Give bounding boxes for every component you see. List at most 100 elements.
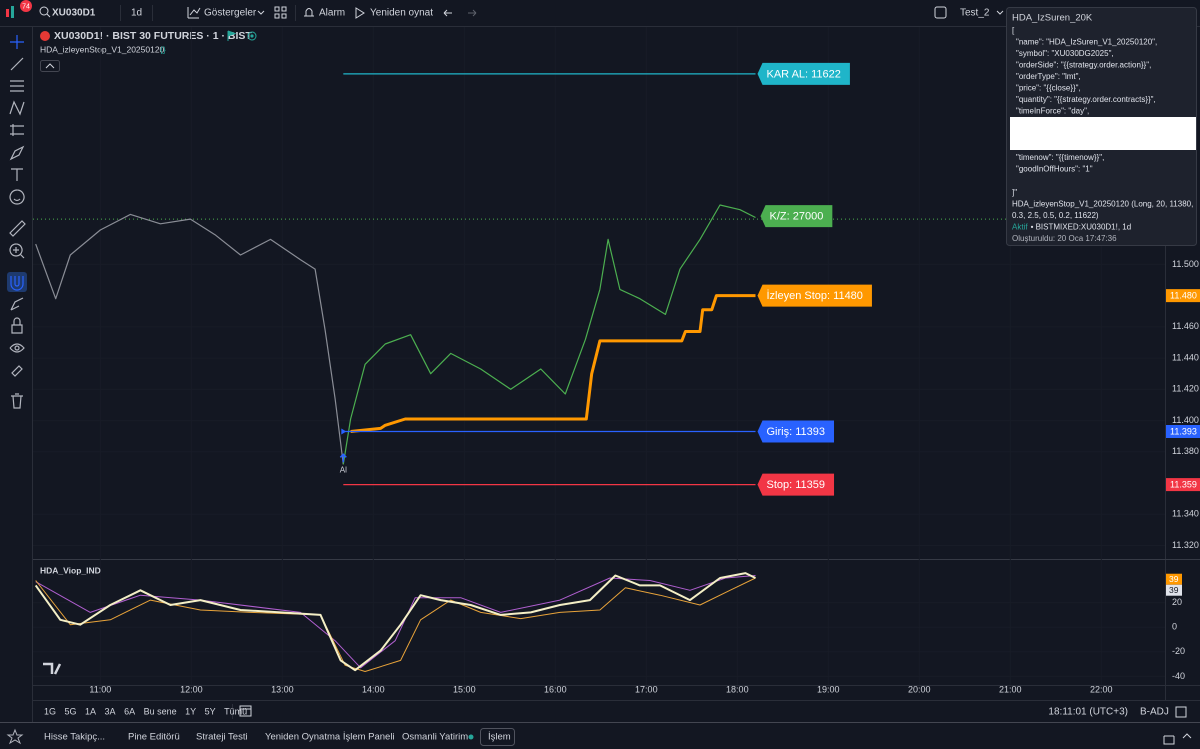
bottom-tab[interactable]: Strateji Testi — [196, 732, 248, 743]
layout-button[interactable]: Test_2 — [960, 8, 990, 19]
oscillator-badge — [1166, 584, 1182, 596]
symbol-search[interactable]: XU030D1 — [52, 8, 96, 19]
level-label-text: Stop: 11359 — [767, 479, 826, 491]
range-button[interactable]: 1Y — [185, 706, 196, 716]
active-tab-bg — [480, 728, 515, 746]
maximize-panel[interactable] — [1163, 735, 1175, 745]
alert-title: HDA_IzSuren_20K — [1012, 13, 1093, 24]
pnl-label-text: K/Z: 27000 — [770, 211, 824, 223]
notification-count: 74 — [22, 3, 30, 10]
range-button[interactable]: 5Y — [205, 706, 216, 716]
favorites-icon[interactable] — [6, 728, 24, 745]
tool-button[interactable] — [10, 297, 24, 311]
range-button[interactable]: Bu sene — [144, 706, 177, 716]
range-button[interactable]: 3A — [105, 706, 116, 716]
tool-button[interactable] — [10, 80, 24, 92]
oscillator-badge-label: 39 — [1169, 574, 1179, 584]
level-label-box — [757, 420, 835, 443]
tool-button[interactable] — [10, 35, 24, 49]
tool-button[interactable] — [9, 100, 25, 116]
settings-button[interactable] — [1175, 706, 1187, 718]
x-tick-label: 11:00 — [89, 684, 111, 694]
range-button[interactable]: 6A — [124, 706, 135, 716]
oscillator-line — [35, 575, 756, 669]
range-bar: 18:11:01 (UTC+3) B-ADJ 1G 5G 1A 3A 6A Bu sene… — [44, 704, 1187, 719]
layout-caret[interactable] — [996, 10, 1004, 15]
tool-icon — [9, 100, 25, 116]
range-button[interactable]: 5G — [65, 706, 77, 716]
market-status-icon — [227, 30, 237, 41]
tool-icon — [10, 276, 24, 291]
bottom-tab[interactable]: Osmanli Yatirim — [402, 732, 468, 743]
oscillator-badge — [1166, 573, 1182, 585]
tool-icon — [9, 145, 25, 161]
tool-icon — [9, 220, 26, 237]
level-label: İzleyen Stop: 11480 — [757, 284, 872, 307]
range-button[interactable]: 1A — [85, 706, 96, 716]
json-line: "orderSide": "{{strategy.order.action}}"… — [1016, 61, 1151, 70]
price-badge-label: 11.393 — [1170, 426, 1197, 436]
tool-button[interactable] — [11, 365, 23, 377]
redo-button[interactable] — [468, 9, 477, 17]
search-icon[interactable] — [39, 6, 49, 16]
tool-button[interactable] — [9, 189, 25, 205]
x-tick-label: 12:00 — [180, 684, 203, 694]
level-label-box — [757, 62, 850, 85]
undo-button[interactable] — [443, 9, 452, 17]
goto-date-button[interactable] — [239, 705, 252, 717]
collapse-panel[interactable] — [1182, 733, 1192, 739]
json-line: "timenow": "{{timenow}}", — [1016, 153, 1104, 162]
live-indicator — [247, 31, 257, 41]
interval-button[interactable]: 1d — [131, 8, 142, 19]
tool-icon — [9, 243, 25, 259]
templates-icon[interactable] — [274, 6, 287, 19]
bottom-tab[interactable]: Yeniden Oynatma İşlem Paneli — [265, 732, 395, 743]
alert-status: Aktif — [1012, 223, 1028, 232]
indicators-button[interactable]: Göstergeler — [204, 8, 257, 19]
live-indicator-dot — [250, 34, 254, 38]
y-tick-label: 11.440 — [1172, 352, 1199, 362]
bottom-tab[interactable]: İşlem — [488, 732, 511, 743]
tool-button[interactable] — [10, 124, 24, 136]
alarm-button[interactable]: Alarm — [319, 8, 345, 19]
range-button[interactable]: 1G — [44, 706, 56, 716]
range-button[interactable]: Tümü — [224, 706, 247, 716]
fullscreen-toggle[interactable] — [934, 6, 947, 19]
tool-button[interactable] — [11, 317, 23, 334]
x-tick-label: 20:00 — [908, 684, 931, 694]
logo[interactable] — [6, 6, 14, 18]
trailing-stop-line — [350, 294, 756, 433]
adjustment-toggle[interactable]: B-ADJ — [1140, 707, 1169, 718]
tool-icon — [10, 80, 24, 92]
tool-button[interactable] — [11, 168, 23, 181]
tool-button[interactable] — [9, 220, 26, 237]
tool-button[interactable] — [7, 272, 27, 292]
tool-button[interactable] — [9, 145, 25, 161]
level-label-text: KAR AL: 11622 — [767, 68, 841, 80]
entry-flag — [341, 428, 347, 435]
indicators-caret[interactable] — [257, 10, 265, 15]
tool-active-bg — [7, 272, 27, 292]
bottom-tab[interactable]: Pine Editörü — [128, 732, 180, 743]
price-badge — [1166, 424, 1200, 438]
x-tick-label: 16:00 — [544, 684, 567, 694]
bottom-tab[interactable]: Hisse Takipç... — [44, 732, 105, 743]
tool-icon — [11, 168, 23, 181]
price-badge-label: 11.359 — [1170, 479, 1197, 489]
replay-button[interactable]: Yeniden oynat — [370, 8, 433, 19]
strategy-legend[interactable]: HDA_izleyenStop_V1_20250120 — [40, 44, 165, 54]
tool-icon — [10, 35, 24, 49]
tool-button[interactable] — [9, 243, 25, 259]
clock[interactable]: 18:11:01 (UTC+3) — [1048, 707, 1128, 718]
tool-icon — [9, 343, 25, 353]
price-line — [35, 213, 344, 465]
x-tick-label: 13:00 — [271, 684, 294, 694]
notification-badge — [20, 0, 32, 12]
level-label: Stop: 11359 — [757, 473, 835, 496]
tool-button[interactable] — [9, 343, 25, 353]
collapse-legend[interactable] — [40, 60, 60, 72]
tool-button[interactable] — [11, 393, 23, 409]
price-badge — [1166, 478, 1200, 492]
tool-button[interactable] — [10, 57, 24, 71]
